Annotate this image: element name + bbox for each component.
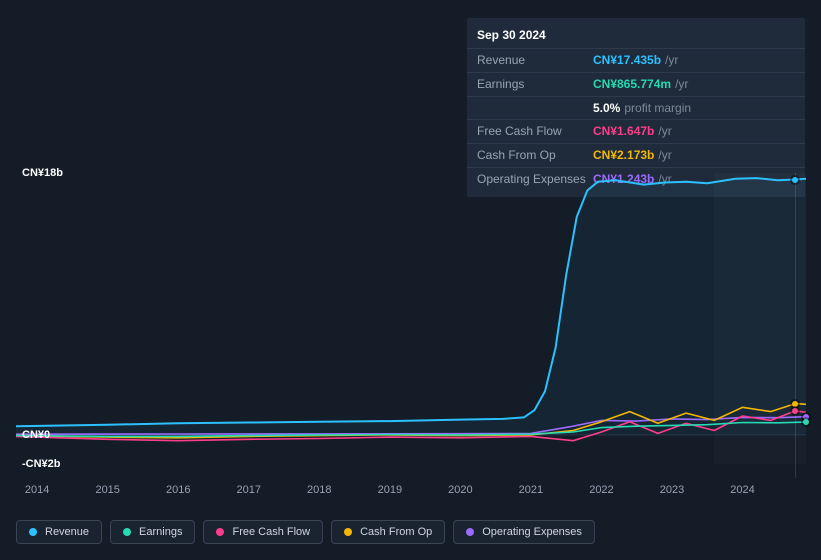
series-end-dot (803, 419, 809, 425)
tooltip-row-label: Revenue (477, 52, 593, 69)
y-axis-tick: -CN¥2b (22, 458, 61, 470)
tooltip-row: Free Cash FlowCN¥1.647b/yr (467, 119, 805, 143)
x-axis-tick: 2022 (589, 484, 613, 496)
x-axis-tick: 2024 (730, 484, 754, 496)
chart-area[interactable]: CN¥18bCN¥0-CN¥2b 20142015201620172018201… (16, 158, 806, 478)
legend-label: Revenue (45, 526, 89, 538)
tooltip-date: Sep 30 2024 (467, 24, 805, 48)
tooltip-row-value: CN¥865.774m (593, 77, 671, 91)
tooltip-row-suffix: /yr (658, 124, 671, 138)
x-axis-tick: 2015 (95, 484, 119, 496)
tooltip-row-label: Free Cash Flow (477, 123, 593, 140)
tooltip-row-value-wrap: CN¥1.647b/yr (593, 123, 672, 140)
legend-item-earnings[interactable]: Earnings (110, 520, 195, 544)
hover-cursor-line (795, 173, 796, 478)
tooltip-row: RevenueCN¥17.435b/yr (467, 48, 805, 72)
legend-dot-icon (216, 528, 224, 536)
tooltip-row-value-wrap: 5.0% profit margin (593, 100, 691, 117)
legend-item-fcf[interactable]: Free Cash Flow (203, 520, 323, 544)
legend-label: Cash From Op (360, 526, 432, 538)
tooltip-row: EarningsCN¥865.774m/yr (467, 72, 805, 96)
legend-dot-icon (123, 528, 131, 536)
legend-dot-icon (344, 528, 352, 536)
x-axis-tick: 2023 (660, 484, 684, 496)
tooltip-row-value: CN¥1.647b (593, 124, 654, 138)
legend: Revenue Earnings Free Cash Flow Cash From O… (16, 520, 595, 544)
x-axis-tick: 2019 (378, 484, 402, 496)
tooltip-row-suffix: /yr (665, 53, 678, 67)
legend-label: Earnings (139, 526, 182, 538)
series-end-dot (792, 177, 798, 183)
legend-label: Free Cash Flow (232, 526, 310, 538)
legend-dot-icon (29, 528, 37, 536)
legend-item-cfo[interactable]: Cash From Op (331, 520, 445, 544)
tooltip-row-suffix: profit margin (624, 101, 691, 115)
legend-dot-icon (466, 528, 474, 536)
x-axis-tick: 2020 (448, 484, 472, 496)
y-axis-tick: CN¥0 (22, 429, 50, 441)
tooltip-row-label (477, 100, 593, 117)
x-axis-tick: 2018 (307, 484, 331, 496)
y-axis-tick: CN¥18b (22, 167, 63, 179)
tooltip-row-value: CN¥17.435b (593, 53, 661, 67)
tooltip-row-value-wrap: CN¥865.774m/yr (593, 76, 688, 93)
legend-item-opex[interactable]: Operating Expenses (453, 520, 595, 544)
series-end-dot (792, 408, 798, 414)
x-axis-tick: 2017 (237, 484, 261, 496)
tooltip-row: 5.0% profit margin (467, 96, 805, 120)
x-axis-tick: 2021 (519, 484, 543, 496)
x-axis-tick: 2014 (25, 484, 49, 496)
tooltip-row-value-wrap: CN¥17.435b/yr (593, 52, 678, 69)
legend-label: Operating Expenses (482, 526, 582, 538)
series-end-dot (792, 401, 798, 407)
line-chart-svg (16, 158, 806, 478)
tooltip-row-label: Earnings (477, 76, 593, 93)
legend-item-revenue[interactable]: Revenue (16, 520, 102, 544)
x-axis-tick: 2016 (166, 484, 190, 496)
tooltip-row-suffix: /yr (675, 77, 688, 91)
tooltip-row-value: 5.0% (593, 101, 620, 115)
